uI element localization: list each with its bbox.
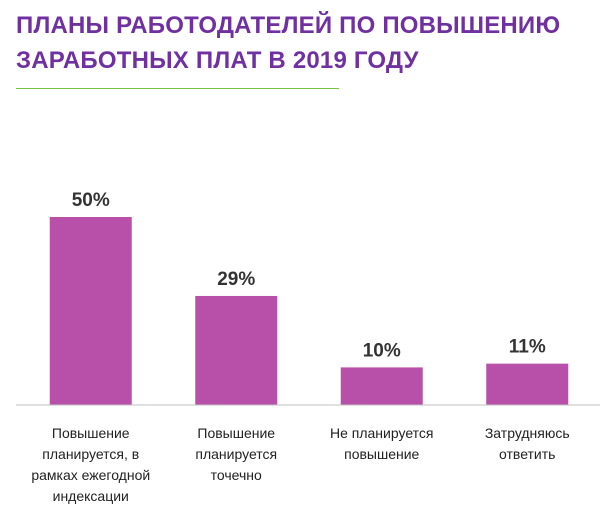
category-label-4: Затрудняюсь ответить — [485, 425, 570, 462]
bar-4 — [486, 363, 569, 405]
category-label-1-line-4: индексации — [53, 488, 129, 504]
value-label-3: 10% — [363, 340, 401, 361]
value-label-2: 29% — [217, 269, 255, 290]
bar-2 — [195, 295, 278, 405]
bar-1 — [49, 217, 132, 405]
category-label-4-line-2: ответить — [499, 446, 555, 462]
title-underline — [16, 88, 339, 89]
category-label-4-line-1: Затрудняюсь — [485, 425, 570, 441]
chart-title-line-2: ЗАРАБОТНЫХ ПЛАТ В 2019 ГОДУ — [16, 47, 419, 74]
category-label-2-line-2: планируется — [195, 446, 277, 462]
chart-title-line-1: ПЛАНЫ РАБОТОДАТЕЛЕЙ ПО ПОВЫШЕНИЮ — [16, 12, 561, 39]
value-label-4: 11% — [509, 337, 546, 358]
category-label-3-line-1: Не планируется — [330, 425, 434, 441]
category-label-3: Не планируется повышение — [330, 425, 434, 462]
category-label-1-line-2: планируется, в — [42, 446, 139, 462]
category-label-1-line-1: Повышение — [52, 425, 130, 441]
category-label-2-line-3: точечно — [211, 467, 262, 483]
category-label-2-line-1: Повышение — [197, 425, 275, 441]
category-label-1: Повышение планируется, в рамках ежегодной и… — [31, 425, 150, 504]
category-label-1-line-3: рамках ежегодной — [31, 467, 150, 483]
category-label-3-line-2: повышение — [344, 446, 419, 462]
category-label-2: Повышение планируется точечно — [195, 425, 277, 483]
chart-title: ПЛАНЫ РАБОТОДАТЕЛЕЙ ПО ПОВЫШЕНИЮ ЗАРАБОТ… — [16, 8, 606, 78]
bar-3 — [340, 367, 423, 405]
value-label-1: 50% — [72, 190, 110, 211]
